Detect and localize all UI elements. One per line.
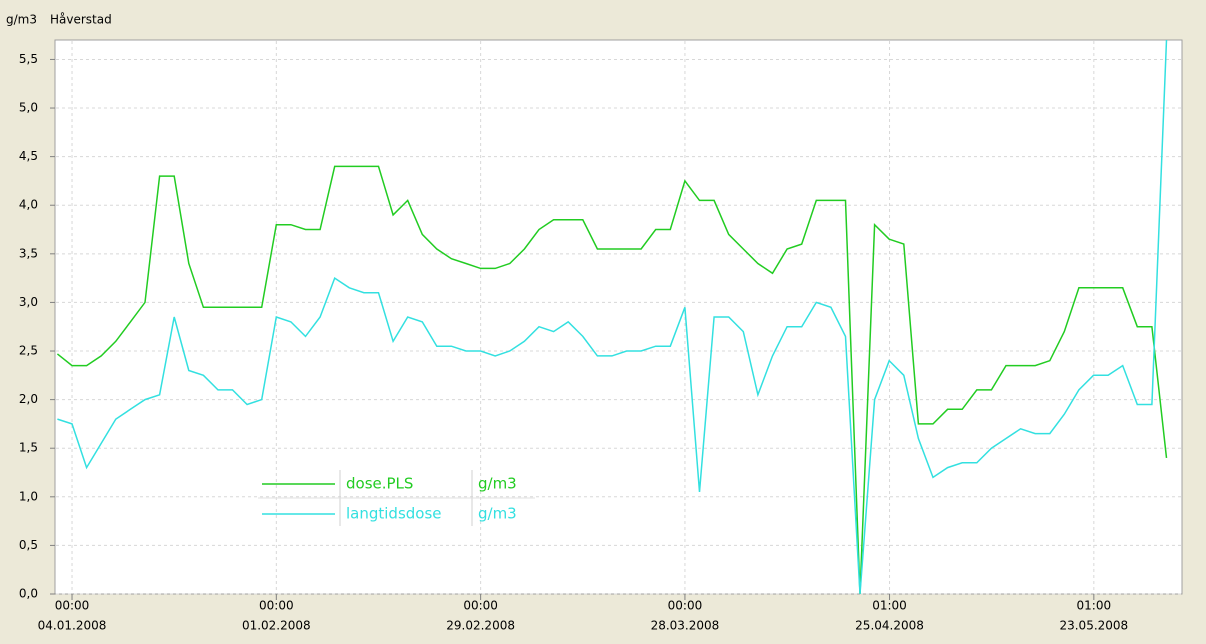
chart-title: Håverstad [50, 13, 112, 27]
y-tick-label: 0,5 [19, 538, 38, 552]
legend-label: dose.PLS [346, 475, 413, 493]
y-tick-label: 4,5 [19, 149, 38, 163]
x-tick-label: 00:00 [668, 599, 703, 613]
y-tick-label: 0,0 [19, 587, 38, 601]
x-tick-date: 23.05.2008 [1059, 619, 1128, 633]
series-line [56, 165, 1168, 595]
x-tick-date: 01.02.2008 [242, 619, 311, 633]
plot-area [54, 39, 1183, 595]
x-tick-date: 04.01.2008 [38, 619, 107, 633]
legend: dose.PLS g/m3 langtidsdose g/m3 [258, 470, 535, 526]
y-tick-label: 2,5 [19, 344, 38, 358]
x-tick-label: 01:00 [1077, 599, 1112, 613]
y-axis-label: g/m3 [6, 13, 37, 27]
x-tick-label: 01:00 [872, 599, 907, 613]
x-tick-date: 28.03.2008 [651, 619, 720, 633]
legend-unit: g/m3 [478, 505, 517, 523]
x-tick-label: 00:00 [463, 599, 498, 613]
y-tick-label: 4,0 [19, 198, 38, 212]
series-line [57, 39, 1168, 595]
x-tick-label: 00:00 [259, 599, 294, 613]
y-tick-label: 2,0 [19, 392, 38, 406]
x-tick-label: 00:00 [55, 599, 90, 613]
y-tick-label: 3,0 [19, 295, 38, 309]
y-tick-label: 5,0 [19, 101, 38, 115]
legend-unit: g/m3 [478, 475, 517, 493]
y-tick-label: 1,0 [19, 489, 38, 503]
x-tick-date: 25.04.2008 [855, 619, 924, 633]
y-tick-label: 5,5 [19, 52, 38, 66]
y-tick-label: 3,5 [19, 246, 38, 260]
y-tick-label: 1,5 [19, 441, 38, 455]
x-tick-date: 29.02.2008 [446, 619, 515, 633]
legend-label: langtidsdose [346, 505, 442, 523]
